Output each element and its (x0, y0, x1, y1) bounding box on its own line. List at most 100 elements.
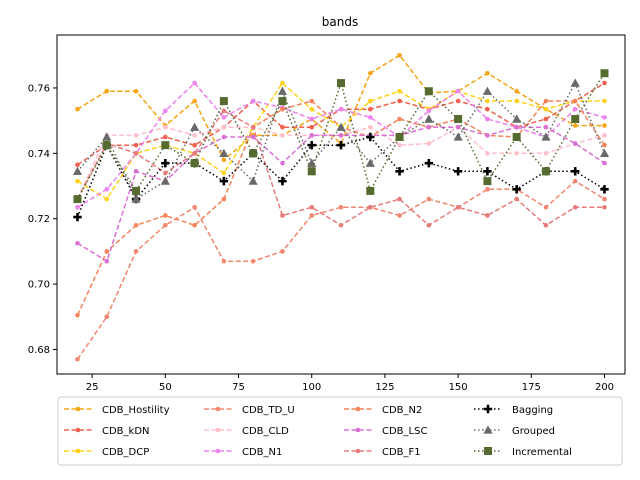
series-layer (72, 52, 610, 362)
data-point (73, 195, 82, 204)
data-point (102, 141, 111, 150)
data-point (572, 178, 578, 184)
data-point (338, 106, 344, 112)
data-point (104, 258, 110, 264)
data-point (455, 204, 461, 210)
y-tick-label: 0.68 (28, 345, 50, 356)
data-point (485, 151, 490, 156)
data-point (426, 141, 432, 146)
data-point (192, 80, 197, 86)
data-point (512, 132, 521, 141)
x-tick-label: 150 (449, 382, 468, 393)
y-tick-label: 0.74 (28, 149, 50, 160)
legend-item: CDB_TD_U (204, 405, 295, 416)
data-point (543, 106, 549, 112)
data-point (192, 151, 197, 156)
data-point (278, 97, 287, 106)
data-point (514, 151, 519, 156)
data-point (424, 87, 433, 96)
data-point (133, 142, 139, 148)
data-point (455, 124, 461, 130)
data-point (600, 69, 609, 78)
data-point (163, 213, 168, 218)
data-point (453, 132, 463, 141)
data-point (602, 98, 607, 104)
data-point (221, 124, 227, 130)
x-tick-label: 50 (159, 382, 172, 393)
legend-label: CDB_CLD (242, 426, 289, 437)
data-point (278, 176, 287, 186)
data-point (280, 160, 285, 166)
data-point (336, 140, 346, 150)
data-point (192, 222, 197, 228)
data-point (280, 249, 285, 254)
data-point (192, 204, 197, 210)
data-point (163, 134, 168, 140)
data-point (485, 116, 490, 122)
data-point (514, 98, 519, 104)
data-point (426, 196, 432, 202)
data-point (483, 167, 492, 176)
data-point (248, 176, 258, 185)
data-point (397, 142, 402, 148)
data-point (514, 88, 519, 94)
data-point (280, 80, 285, 86)
data-point (570, 78, 580, 87)
data-point (367, 124, 373, 130)
data-point (163, 108, 168, 114)
data-point (426, 222, 432, 228)
data-point (543, 151, 549, 156)
data-point (454, 115, 463, 124)
data-point (338, 222, 344, 228)
legend-item: CDB_N2 (344, 405, 422, 416)
data-point (75, 178, 80, 184)
data-point (309, 106, 315, 112)
data-point (309, 133, 315, 138)
data-point (512, 185, 521, 194)
data-point (483, 177, 492, 186)
legend-marker (75, 448, 81, 454)
data-point (485, 106, 490, 112)
data-point (366, 132, 375, 142)
data-point (133, 249, 139, 254)
data-point (280, 213, 285, 218)
data-point (250, 134, 256, 140)
legend-item: CDB_F1 (344, 447, 421, 458)
data-point (367, 204, 373, 210)
data-point (367, 106, 373, 112)
data-point (221, 115, 227, 120)
data-point (219, 97, 228, 106)
legend-label: CDB_N2 (382, 405, 422, 416)
data-point (133, 151, 139, 156)
data-point (250, 258, 256, 264)
data-point (543, 98, 549, 104)
data-point (338, 204, 344, 210)
y-tick-label: 0.76 (28, 83, 50, 94)
data-point (455, 98, 461, 104)
legend-marker (483, 425, 493, 434)
data-point (192, 98, 197, 104)
data-point (485, 98, 490, 104)
legend-label: CDB_N1 (242, 447, 282, 458)
data-point (572, 98, 578, 104)
legend-box (57, 396, 623, 466)
data-point (102, 132, 112, 141)
legend-item: CDB_CLD (204, 426, 289, 437)
data-point (192, 142, 197, 148)
data-point (104, 186, 110, 192)
data-point (397, 213, 402, 218)
data-point (221, 108, 227, 114)
data-point (309, 124, 315, 130)
data-point (541, 132, 551, 141)
legend-marker (215, 406, 221, 412)
legend-item: Bagging (474, 404, 553, 416)
data-point (104, 314, 110, 320)
data-point (543, 124, 549, 130)
data-point (307, 167, 316, 176)
data-point (72, 166, 83, 175)
series-incremental (73, 69, 609, 204)
data-point (131, 194, 141, 203)
legend-marker (483, 404, 493, 414)
legend-label: CDB_Hostility (102, 405, 170, 416)
series-grouped (72, 78, 610, 203)
